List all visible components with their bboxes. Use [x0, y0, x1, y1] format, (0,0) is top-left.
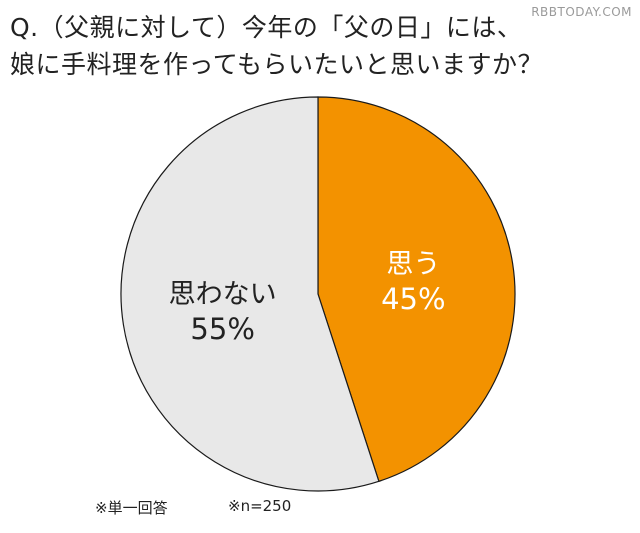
pie-slice-no	[120, 96, 380, 492]
footnote-answer-type: ※単一回答	[95, 499, 168, 517]
question-line-1: Q.（父親に対して）今年の「父の日」には、	[10, 13, 523, 42]
question-line-2: 娘に手料理を作ってもらいたいと思いますか？	[10, 50, 544, 79]
slice-value-yes: 45%	[381, 282, 445, 316]
slice-label-yes: 思う	[386, 249, 440, 280]
slice-label-no: 思わない	[169, 279, 277, 310]
pie-slice-yes	[317, 96, 516, 483]
slice-value-no: 55%	[190, 312, 254, 346]
watermark: RBBTODAY.COM	[531, 5, 632, 19]
footnote-sample-size: ※n=250	[228, 497, 292, 515]
